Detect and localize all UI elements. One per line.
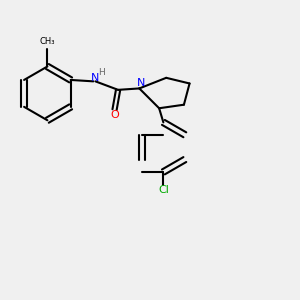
Text: O: O	[110, 110, 119, 120]
Text: N: N	[137, 79, 146, 88]
Text: Cl: Cl	[158, 184, 169, 195]
Text: CH₃: CH₃	[40, 37, 55, 46]
Text: H: H	[98, 68, 104, 77]
Text: N: N	[91, 73, 100, 83]
